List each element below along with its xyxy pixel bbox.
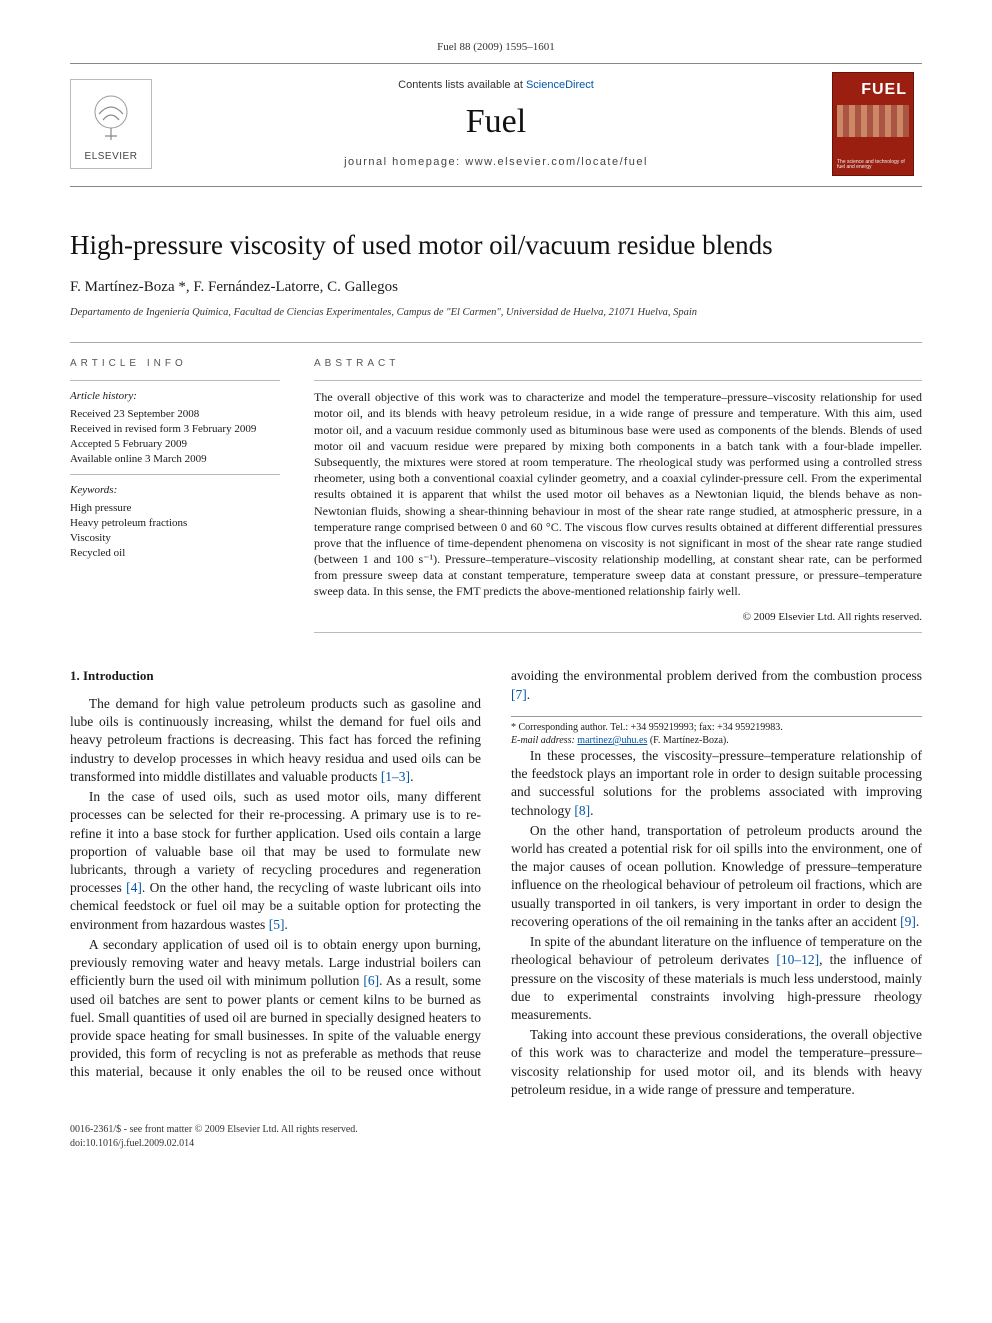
publisher-label: ELSEVIER xyxy=(85,150,138,164)
body-paragraph: The demand for high value petroleum prod… xyxy=(70,695,481,786)
history-item: Available online 3 March 2009 xyxy=(70,452,280,467)
divider xyxy=(314,632,922,633)
divider xyxy=(70,380,280,381)
article-title: High-pressure viscosity of used motor oi… xyxy=(70,227,922,263)
corr-email-link[interactable]: martinez@uhu.es xyxy=(577,735,647,746)
footer-left: 0016-2361/$ - see front matter © 2009 El… xyxy=(70,1123,358,1150)
corr-author-line: * Corresponding author. Tel.: +34 959219… xyxy=(511,721,922,734)
affiliation: Departamento de Ingeniería Química, Facu… xyxy=(70,306,922,320)
article-info-heading: article info xyxy=(70,357,280,371)
page-footer: 0016-2361/$ - see front matter © 2009 El… xyxy=(70,1123,922,1150)
cover-art-strip xyxy=(837,105,909,137)
body-paragraph: On the other hand, transportation of pet… xyxy=(511,822,922,931)
contents-available-line: Contents lists available at ScienceDirec… xyxy=(170,78,822,93)
abstract-block: abstract The overall objective of this w… xyxy=(314,357,922,642)
divider xyxy=(314,380,922,381)
journal-name: Fuel xyxy=(170,99,822,145)
email-label: E-mail address: xyxy=(511,735,575,746)
contents-prefix: Contents lists available at xyxy=(398,79,526,91)
authors-line: F. Martínez-Boza *, F. Fernández-Latorre… xyxy=(70,277,922,297)
body-paragraph: In these processes, the viscosity–pressu… xyxy=(511,747,922,820)
abstract-text: The overall objective of this work was t… xyxy=(314,389,922,599)
history-item: Accepted 5 February 2009 xyxy=(70,437,280,452)
history-label: Article history: xyxy=(70,389,280,404)
body-paragraph: Taking into account these previous consi… xyxy=(511,1026,922,1099)
journal-banner: ELSEVIER Contents lists available at Sci… xyxy=(70,63,922,187)
keyword: Viscosity xyxy=(70,531,280,546)
abstract-copyright: © 2009 Elsevier Ltd. All rights reserved… xyxy=(314,610,922,625)
history-item: Received in revised form 3 February 2009 xyxy=(70,422,280,437)
body-columns: 1. Introduction The demand for high valu… xyxy=(70,667,922,1099)
body-paragraph: In the case of used oils, such as used m… xyxy=(70,788,481,934)
cover-title: FUEL xyxy=(861,79,907,101)
homepage-prefix: journal homepage: xyxy=(344,156,465,168)
abstract-heading: abstract xyxy=(314,357,922,371)
keyword: Recycled oil xyxy=(70,546,280,561)
journal-homepage-line: journal homepage: www.elsevier.com/locat… xyxy=(170,155,822,170)
email-author: (F. Martínez-Boza). xyxy=(650,735,729,746)
cover-caption: The science and technology of fuel and e… xyxy=(837,160,909,171)
divider xyxy=(70,474,280,475)
homepage-url: www.elsevier.com/locate/fuel xyxy=(465,156,648,168)
section-heading-intro: 1. Introduction xyxy=(70,667,481,685)
corresponding-author-footnote: * Corresponding author. Tel.: +34 959219… xyxy=(511,716,922,747)
article-info-block: article info Article history: Received 2… xyxy=(70,357,280,642)
body-paragraph: In spite of the abundant literature on t… xyxy=(511,933,922,1024)
history-item: Received 23 September 2008 xyxy=(70,407,280,422)
publisher-logo: ELSEVIER xyxy=(70,79,152,169)
keyword: High pressure xyxy=(70,501,280,516)
keywords-label: Keywords: xyxy=(70,483,280,498)
running-head: Fuel 88 (2009) 1595–1601 xyxy=(70,40,922,55)
sciencedirect-link[interactable]: ScienceDirect xyxy=(526,79,594,91)
journal-cover-thumb: FUEL The science and technology of fuel … xyxy=(832,72,914,176)
keyword: Heavy petroleum fractions xyxy=(70,516,280,531)
elsevier-tree-icon xyxy=(81,90,141,150)
